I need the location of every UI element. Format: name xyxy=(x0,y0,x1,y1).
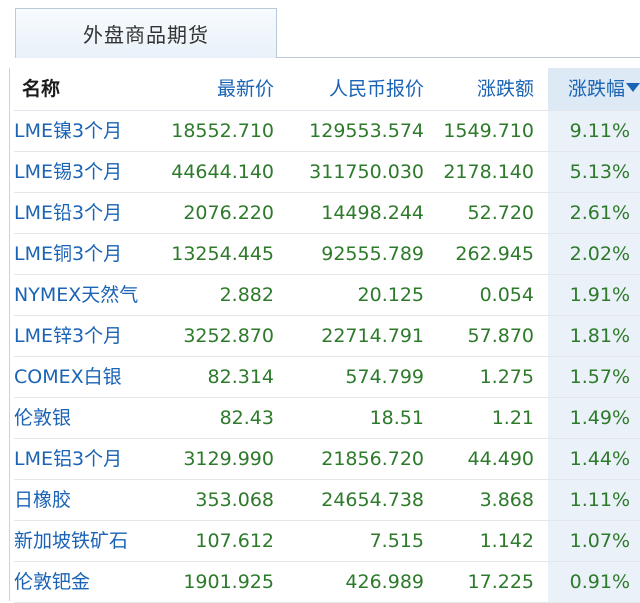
change-cell: 1.142 xyxy=(438,520,548,562)
last-price-cell: 107.612 xyxy=(162,520,288,562)
pct-change-cell: 1.57% xyxy=(548,356,640,398)
last-price-cell: 13254.445 xyxy=(162,233,288,275)
change-cell: 57.870 xyxy=(438,315,548,357)
rmb-price-cell: 129553.574 xyxy=(288,110,438,152)
commodity-name-link[interactable]: 日橡胶 xyxy=(14,479,162,521)
table-row[interactable]: LME铜3个月 13254.445 92555.789 262.945 2.02% xyxy=(14,233,640,275)
tab-label: 外盘商品期货 xyxy=(83,23,209,47)
pct-change-cell: 1.91% xyxy=(548,274,640,316)
last-price-cell: 2076.220 xyxy=(162,192,288,234)
column-header-name[interactable]: 名称 xyxy=(14,68,162,111)
pct-change-cell: 0.91% xyxy=(548,561,640,603)
rmb-price-cell: 24654.738 xyxy=(288,479,438,521)
tab-underline xyxy=(277,57,640,58)
change-cell: 1.21 xyxy=(438,397,548,439)
rmb-price-cell: 22714.791 xyxy=(288,315,438,357)
pct-change-cell: 5.13% xyxy=(548,151,640,193)
commodity-name-link[interactable]: 伦敦钯金 xyxy=(14,561,162,603)
table-row[interactable]: 伦敦钯金 1901.925 426.989 17.225 0.91% xyxy=(14,561,640,603)
commodity-name-link[interactable]: LME铅3个月 xyxy=(14,192,162,234)
last-price-cell: 82.314 xyxy=(162,356,288,398)
change-cell: 0.054 xyxy=(438,274,548,316)
table-row[interactable]: COMEX白银 82.314 574.799 1.275 1.57% xyxy=(14,356,640,398)
change-cell: 1549.710 xyxy=(438,110,548,152)
pct-change-cell: 2.61% xyxy=(548,192,640,234)
sort-down-triangle-icon[interactable] xyxy=(626,83,640,92)
rmb-price-cell: 18.51 xyxy=(288,397,438,439)
column-header-rmb-price[interactable]: 人民币报价 xyxy=(288,68,438,111)
pct-change-cell: 1.49% xyxy=(548,397,640,439)
table-panel xyxy=(9,68,640,601)
last-price-cell: 18552.710 xyxy=(162,110,288,152)
table-row[interactable]: LME镍3个月 18552.710 129553.574 1549.710 9.11% xyxy=(14,110,640,152)
rmb-price-cell: 20.125 xyxy=(288,274,438,316)
table-row[interactable]: 伦敦银 82.43 18.51 1.21 1.49% xyxy=(14,397,640,439)
pct-change-cell: 1.81% xyxy=(548,315,640,357)
change-cell: 44.490 xyxy=(438,438,548,480)
pct-change-cell: 1.44% xyxy=(548,438,640,480)
last-price-cell: 82.43 xyxy=(162,397,288,439)
last-price-cell: 1901.925 xyxy=(162,561,288,603)
change-cell: 262.945 xyxy=(438,233,548,275)
commodity-name-link[interactable]: LME铝3个月 xyxy=(14,438,162,480)
column-header-last-price[interactable]: 最新价 xyxy=(162,68,288,111)
last-price-cell: 44644.140 xyxy=(162,151,288,193)
pct-change-cell: 2.02% xyxy=(548,233,640,275)
last-price-cell: 353.068 xyxy=(162,479,288,521)
rmb-price-cell: 574.799 xyxy=(288,356,438,398)
table-row[interactable]: LME锡3个月 44644.140 311750.030 2178.140 5.13% xyxy=(14,151,640,193)
column-header-change[interactable]: 涨跌额 xyxy=(438,68,548,111)
pct-change-cell: 9.11% xyxy=(548,110,640,152)
commodity-name-link[interactable]: LME镍3个月 xyxy=(14,110,162,152)
pct-change-cell: 1.07% xyxy=(548,520,640,562)
last-price-cell: 3129.990 xyxy=(162,438,288,480)
pct-change-cell: 1.11% xyxy=(548,479,640,521)
header-row: 名称 最新价 人民币报价 涨跌额 涨跌幅 xyxy=(14,68,640,111)
commodity-name-link[interactable]: NYMEX天然气 xyxy=(14,274,162,316)
table-row[interactable]: NYMEX天然气 2.882 20.125 0.054 1.91% xyxy=(14,274,640,316)
column-header-pct-change[interactable]: 涨跌幅 xyxy=(548,68,640,111)
commodity-name-link[interactable]: 新加坡铁矿石 xyxy=(14,520,162,562)
table-row[interactable]: 日橡胶 353.068 24654.738 3.868 1.11% xyxy=(14,479,640,521)
change-cell: 17.225 xyxy=(438,561,548,603)
last-price-cell: 2.882 xyxy=(162,274,288,316)
rmb-price-cell: 7.515 xyxy=(288,520,438,562)
table-row[interactable]: LME锌3个月 3252.870 22714.791 57.870 1.81% xyxy=(14,315,640,357)
rmb-price-cell: 426.989 xyxy=(288,561,438,603)
commodity-name-link[interactable]: COMEX白银 xyxy=(14,356,162,398)
change-cell: 52.720 xyxy=(438,192,548,234)
table-row[interactable]: LME铅3个月 2076.220 14498.244 52.720 2.61% xyxy=(14,192,640,234)
change-cell: 3.868 xyxy=(438,479,548,521)
commodity-name-link[interactable]: LME锡3个月 xyxy=(14,151,162,193)
commodity-name-link[interactable]: LME铜3个月 xyxy=(14,233,162,275)
last-price-cell: 3252.870 xyxy=(162,315,288,357)
tab-foreign-commodity-futures[interactable]: 外盘商品期货 xyxy=(15,8,277,58)
commodity-name-link[interactable]: 伦敦银 xyxy=(14,397,162,439)
change-cell: 1.275 xyxy=(438,356,548,398)
futures-table: 名称 最新价 人民币报价 涨跌额 涨跌幅 LME镍3个月 18552.710 129… xyxy=(14,68,640,603)
rmb-price-cell: 21856.720 xyxy=(288,438,438,480)
column-header-pct-label: 涨跌幅 xyxy=(567,78,625,100)
change-cell: 2178.140 xyxy=(438,151,548,193)
tab-strip: 外盘商品期货 xyxy=(0,0,640,62)
table-row[interactable]: 新加坡铁矿石 107.612 7.515 1.142 1.07% xyxy=(14,520,640,562)
rmb-price-cell: 14498.244 xyxy=(288,192,438,234)
rmb-price-cell: 92555.789 xyxy=(288,233,438,275)
rmb-price-cell: 311750.030 xyxy=(288,151,438,193)
table-row[interactable]: LME铝3个月 3129.990 21856.720 44.490 1.44% xyxy=(14,438,640,480)
commodity-name-link[interactable]: LME锌3个月 xyxy=(14,315,162,357)
